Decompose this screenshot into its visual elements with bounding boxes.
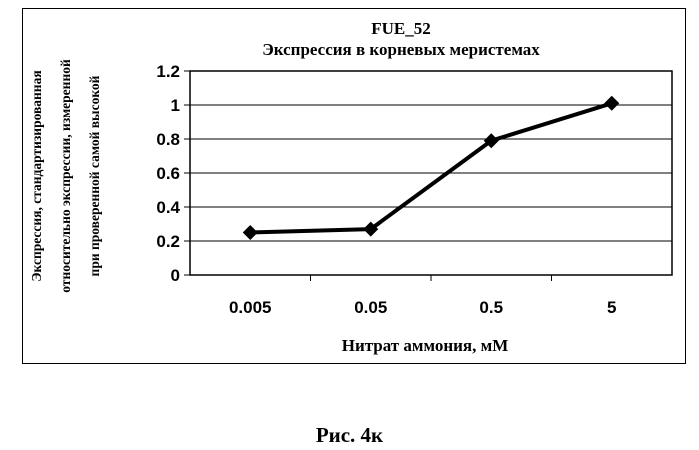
x-tick-label: 0.5	[479, 298, 503, 317]
chart-subtitle: Экспрессия в корневых меристемах	[262, 40, 540, 59]
y-axis-label-line-3: при проверенной самой высокой	[87, 75, 102, 276]
y-tick-label: 0	[171, 266, 180, 285]
x-tick-label: 0.005	[229, 298, 272, 317]
y-tick-label: 0.2	[156, 232, 180, 251]
x-axis-ticks: 0.005 0.05 0.5 5	[229, 275, 617, 317]
y-tick-label: 0.4	[156, 198, 180, 217]
grid-lines	[184, 71, 672, 275]
x-axis-label: Нитрат аммония, мМ	[342, 336, 509, 355]
data-point-marker	[243, 225, 258, 240]
x-tick-label: 0.05	[354, 298, 387, 317]
y-axis-label-line-1: Экспрессия, стандартизированная	[29, 70, 44, 281]
figure-caption: Рис. 4к	[0, 423, 699, 448]
y-tick-label: 1	[171, 96, 180, 115]
line-chart: FUE_52 Экспрессия в корневых меристемах …	[23, 9, 687, 365]
chart-title: FUE_52	[371, 19, 431, 38]
y-tick-label: 1.2	[156, 62, 180, 81]
chart-frame: FUE_52 Экспрессия в корневых меристемах …	[22, 8, 686, 364]
y-tick-label: 0.6	[156, 164, 180, 183]
y-axis-label-line-2: относительно экспрессии, измеренной	[58, 59, 73, 293]
series-line	[250, 103, 612, 232]
y-axis-ticks: 0 0.2 0.4 0.6 0.8 1 1.2	[156, 62, 180, 285]
x-tick-label: 5	[607, 298, 616, 317]
y-tick-label: 0.8	[156, 130, 180, 149]
data-point-marker	[604, 96, 619, 111]
